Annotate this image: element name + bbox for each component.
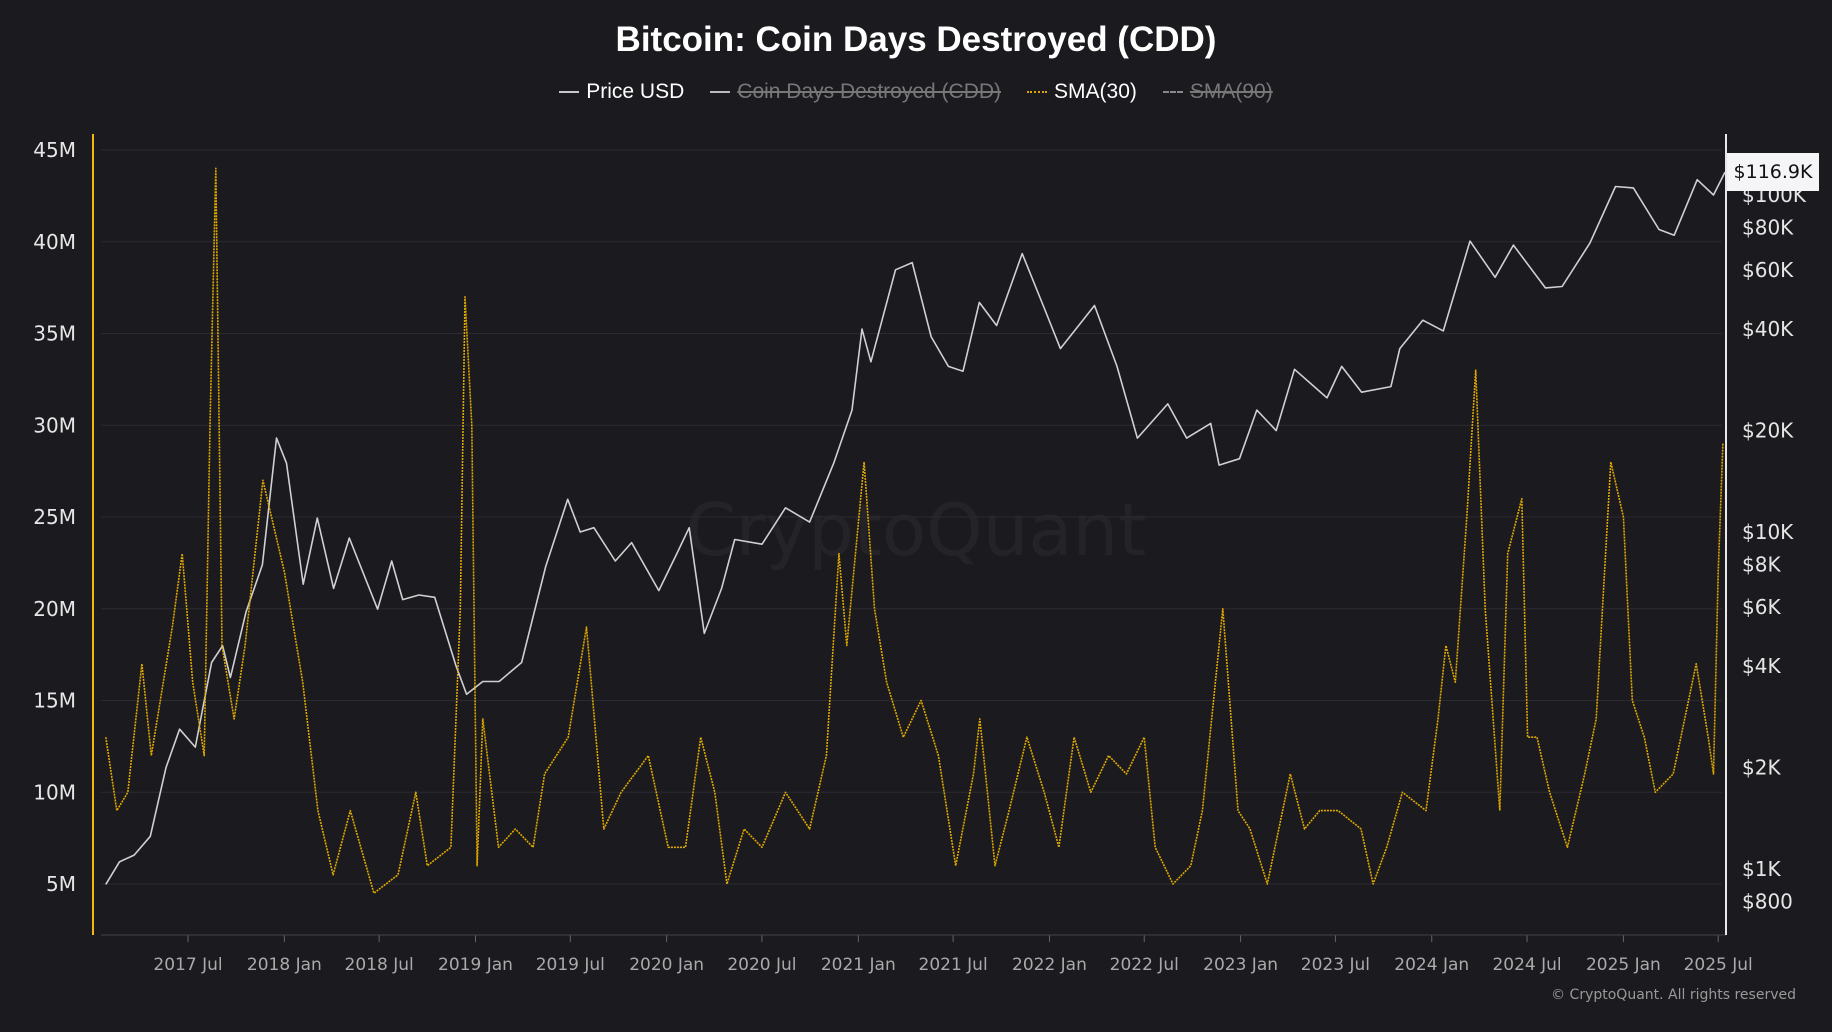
legend-item-price-usd[interactable]: Price USD <box>559 80 684 104</box>
left-tick-label: 10M <box>33 780 76 804</box>
copyright: © CryptoQuant. All rights reserved <box>1551 987 1796 1003</box>
x-tick-label: 2020 Jul <box>727 955 796 975</box>
right-tick-label: $10K <box>1742 520 1794 544</box>
right-tick-label: $60K <box>1742 258 1794 282</box>
watermark: CryptoQuant <box>0 488 1832 572</box>
right-tick-label: $6K <box>1742 595 1781 619</box>
legend-label: Price USD <box>586 80 685 103</box>
legend-label: Coin Days Destroyed (CDD) <box>737 80 1002 103</box>
x-tick-label: 2022 Jan <box>1012 955 1087 975</box>
x-tick-label: 2025 Jan <box>1586 955 1661 975</box>
x-tick-label: 2024 Jan <box>1394 955 1469 975</box>
right-tick-label: $20K <box>1742 419 1794 443</box>
x-tick-label: 2018 Jul <box>345 955 414 975</box>
x-tick-label: 2023 Jan <box>1203 955 1278 975</box>
x-tick-label: 2017 Jul <box>153 955 222 975</box>
x-tick-label: 2019 Jul <box>536 955 605 975</box>
left-tick-label: 45M <box>33 138 76 162</box>
legend-label: SMA(90) <box>1189 80 1273 103</box>
legend-label: SMA(30) <box>1054 80 1137 103</box>
right-tick-label: $800 <box>1742 890 1793 914</box>
left-tick-label: 30M <box>33 413 76 437</box>
last-price-label: $116.9K <box>1727 153 1819 191</box>
left-tick-label: 40M <box>33 230 76 254</box>
right-tick-label: $8K <box>1742 553 1781 577</box>
x-tick-label: 2025 Jul <box>1684 955 1753 975</box>
legend-item-sma90[interactable]: SMA(90) <box>1162 80 1273 104</box>
legend-marker <box>1162 91 1183 93</box>
x-tick-label: 2020 Jan <box>629 955 704 975</box>
left-tick-label: 25M <box>33 505 76 529</box>
sma30-line <box>105 167 1724 894</box>
right-tick-label: $40K <box>1742 317 1794 341</box>
right-tick-label: $80K <box>1742 216 1794 240</box>
x-tick-label: 2018 Jan <box>247 955 322 975</box>
left-tick-label: 35M <box>33 322 76 346</box>
x-tick-label: 2021 Jul <box>919 955 988 975</box>
left-tick-label: 20M <box>33 597 76 621</box>
legend-marker <box>559 91 580 93</box>
legend: Price USD Coin Days Destroyed (CDD) SMA(… <box>0 80 1832 104</box>
legend-item-cdd[interactable]: Coin Days Destroyed (CDD) <box>710 80 1001 104</box>
x-tick-label: 2022 Jul <box>1110 955 1179 975</box>
right-tick-label: $1K <box>1742 857 1781 881</box>
legend-item-sma30[interactable]: SMA(30) <box>1027 80 1137 104</box>
x-tick-label: 2024 Jul <box>1492 955 1561 975</box>
legend-marker <box>1027 91 1048 93</box>
legend-marker <box>710 91 731 93</box>
right-tick-label: $2K <box>1742 756 1781 780</box>
x-tick-label: 2021 Jan <box>821 955 896 975</box>
right-tick-label: $4K <box>1742 654 1781 678</box>
x-tick-label: 2023 Jul <box>1301 955 1370 975</box>
left-tick-label: 15M <box>33 689 76 713</box>
price-usd-line <box>105 171 1726 885</box>
x-tick-label: 2019 Jan <box>438 955 513 975</box>
left-tick-label: 5M <box>46 872 76 896</box>
chart-title: Bitcoin: Coin Days Destroyed (CDD) <box>615 20 1217 59</box>
